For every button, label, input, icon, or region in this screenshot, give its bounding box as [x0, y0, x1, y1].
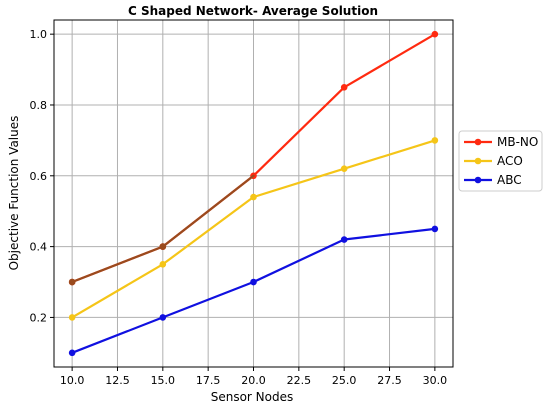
data-point-abc: [250, 278, 257, 286]
data-point-aco: [159, 261, 167, 268]
data-point-abc: [68, 349, 76, 357]
legend: MB-NO ACO ABC: [458, 130, 543, 192]
y-tick-label: 0.8: [30, 99, 48, 112]
y-tick-label: 0.4: [30, 241, 48, 254]
chart-title: C Shaped Network- Average Solution: [128, 4, 378, 18]
x-tick-label: 12.5: [105, 374, 130, 387]
data-point-aco: [340, 165, 348, 173]
data-point-abc: [431, 225, 439, 233]
y-tick-label: 0.6: [30, 170, 48, 183]
x-tick-label: 25.0: [332, 374, 357, 387]
data-point-aco: [68, 314, 76, 321]
y-tick-label: 0.2: [30, 311, 48, 324]
data-point-aco: [250, 193, 257, 201]
legend-marker-aco: [474, 157, 482, 165]
x-ticks: 10.0 12.5 15.0 17.5 20.0 22.5 25.0 27.5 30.0: [60, 367, 447, 387]
x-axis-label: Sensor Nodes: [211, 390, 294, 404]
data-point-abc: [340, 236, 348, 243]
legend-marker-abc: [474, 176, 482, 184]
legend-label-abc: ABC: [497, 173, 522, 187]
x-tick-label: 22.5: [287, 374, 312, 387]
series-layer: [68, 30, 439, 357]
y-ticks: 0.2 0.4 0.6 0.8 1.0: [30, 28, 54, 324]
data-point-aco: [431, 137, 439, 144]
legend-label-aco: ACO: [497, 154, 523, 168]
x-tick-label: 27.5: [377, 374, 402, 387]
data-point-mb-no: [340, 83, 348, 91]
y-tick-label: 1.0: [30, 28, 48, 41]
data-point-abc: [159, 314, 167, 321]
y-axis-label: Objective Function Values: [7, 116, 21, 271]
data-point-mb-no: [431, 30, 439, 38]
overlap-point: [159, 243, 167, 250]
x-tick-label: 30.0: [423, 374, 448, 387]
grid: [54, 20, 453, 367]
overlap-point: [68, 278, 76, 286]
legend-label-mb-no: MB-NO: [497, 135, 538, 149]
x-tick-label: 17.5: [196, 374, 221, 387]
x-tick-label: 15.0: [151, 374, 176, 387]
x-tick-label: 10.0: [60, 374, 85, 387]
legend-box: [458, 130, 543, 192]
legend-marker-mb-no: [474, 138, 482, 146]
x-tick-label: 20.0: [241, 374, 266, 387]
